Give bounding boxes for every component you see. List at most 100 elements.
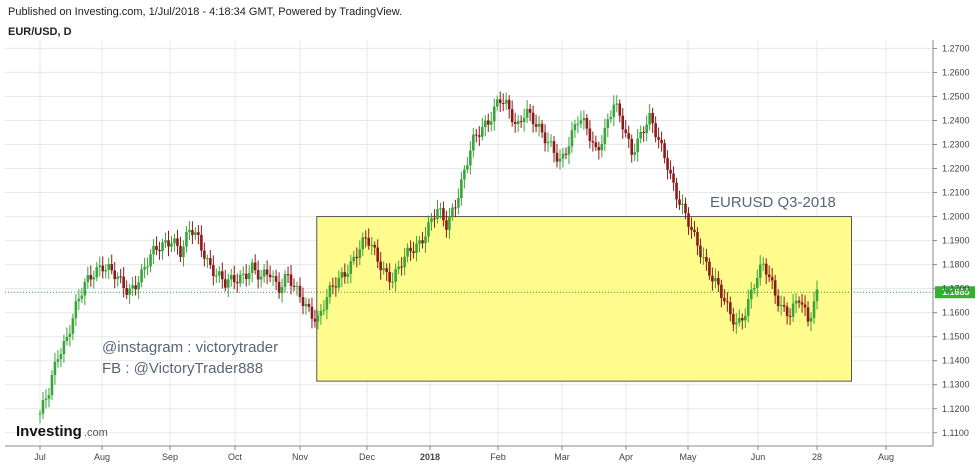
candle-body bbox=[675, 182, 678, 200]
candle-body bbox=[89, 275, 93, 280]
candle-body bbox=[729, 302, 732, 315]
candle-body bbox=[815, 289, 819, 302]
candle-body bbox=[478, 135, 481, 137]
candle-body bbox=[433, 218, 436, 220]
watermark-instagram: @instagram : victorytrader bbox=[102, 339, 278, 356]
candle-body bbox=[355, 256, 359, 259]
candle-body bbox=[690, 226, 693, 230]
candle-body bbox=[131, 285, 134, 289]
candle-body bbox=[669, 169, 672, 174]
candle-body bbox=[597, 147, 601, 151]
candle-body bbox=[651, 112, 654, 124]
candle-body bbox=[472, 134, 475, 151]
candle-body bbox=[200, 234, 203, 251]
candle-body bbox=[95, 267, 99, 278]
candle-body bbox=[594, 142, 598, 148]
candle-body bbox=[415, 243, 418, 254]
candle-body bbox=[50, 375, 54, 396]
candle-body bbox=[466, 165, 469, 170]
candle-body bbox=[301, 297, 305, 307]
last-price-label: 1.1685 bbox=[942, 287, 970, 297]
candle-body bbox=[624, 129, 628, 134]
candle-body bbox=[463, 169, 466, 180]
candle-body bbox=[53, 361, 57, 376]
candle-body bbox=[672, 173, 675, 183]
candle-body bbox=[298, 285, 302, 298]
candle-body bbox=[552, 141, 556, 153]
candle-body bbox=[687, 213, 690, 227]
x-tick-label: Nov bbox=[292, 452, 309, 462]
candle-body bbox=[280, 287, 284, 294]
candle-body bbox=[328, 285, 332, 298]
candle-body bbox=[654, 123, 657, 138]
candle-body bbox=[424, 236, 427, 244]
candle-body bbox=[146, 266, 149, 268]
candle-body bbox=[161, 242, 164, 252]
candle-body bbox=[226, 279, 230, 288]
y-tick-label: 1.1800 bbox=[942, 260, 970, 270]
candle-body bbox=[247, 272, 251, 280]
candle-body bbox=[244, 273, 248, 280]
y-tick-label: 1.1400 bbox=[942, 356, 970, 366]
candle-body bbox=[732, 314, 735, 325]
candle-body bbox=[495, 99, 499, 107]
candle-body bbox=[743, 315, 747, 321]
x-tick-label: May bbox=[679, 452, 697, 462]
candle-body bbox=[268, 274, 272, 278]
candle-body bbox=[286, 274, 290, 276]
candle-body bbox=[657, 137, 660, 140]
x-tick-label: Oct bbox=[228, 452, 243, 462]
candle-body bbox=[218, 271, 221, 276]
candle-body bbox=[352, 256, 356, 262]
candle-body bbox=[498, 99, 502, 104]
candle-body bbox=[277, 281, 281, 294]
candle-body bbox=[645, 124, 648, 134]
candle-body bbox=[639, 131, 642, 139]
candle-body bbox=[738, 318, 741, 323]
candle-body bbox=[705, 257, 708, 262]
candle-body bbox=[331, 285, 335, 287]
candle-body bbox=[220, 271, 224, 280]
candle-body bbox=[585, 118, 589, 129]
axes: 1.2700 1.2600 1.2500 1.2400 1.2300 1.2200 1.21… bbox=[5, 40, 970, 462]
y-tick-label: 1.2100 bbox=[942, 188, 970, 198]
candle-body bbox=[92, 277, 96, 280]
candle-body bbox=[678, 199, 681, 205]
candle-body bbox=[122, 276, 125, 289]
candle-body bbox=[197, 232, 200, 235]
candle-body bbox=[316, 315, 320, 322]
x-tick-label: Apr bbox=[619, 452, 633, 462]
candle-body bbox=[528, 108, 532, 113]
candle-body bbox=[391, 281, 394, 283]
candle-body bbox=[570, 130, 574, 147]
y-tick-label: 1.1100 bbox=[942, 428, 969, 438]
candle-body bbox=[125, 288, 128, 295]
candle-body bbox=[588, 128, 592, 142]
candle-body bbox=[582, 118, 586, 121]
candle-body bbox=[206, 258, 209, 260]
x-tick-label: Aug bbox=[878, 452, 894, 462]
candle-body bbox=[648, 112, 651, 125]
y-tick-label: 1.1900 bbox=[942, 236, 970, 246]
candle-body bbox=[510, 109, 514, 123]
candle-body bbox=[791, 303, 795, 317]
candle-body bbox=[621, 115, 625, 130]
candle-body bbox=[776, 295, 780, 307]
candle-body bbox=[265, 269, 269, 275]
candle-body bbox=[137, 282, 140, 290]
candle-body bbox=[746, 299, 750, 316]
candle-body bbox=[203, 250, 206, 259]
candle-body bbox=[47, 395, 51, 399]
candle-body bbox=[525, 108, 529, 118]
candle-body bbox=[537, 123, 541, 127]
candle-body bbox=[684, 203, 687, 214]
candle-body bbox=[209, 258, 212, 265]
candle-body bbox=[406, 247, 409, 257]
candle-body bbox=[232, 275, 236, 283]
annotations: EURUSD Q3-2018 @instagram : victorytrader… bbox=[102, 194, 836, 377]
candle-body bbox=[513, 122, 517, 124]
candle-body bbox=[71, 318, 75, 334]
candles bbox=[38, 91, 819, 424]
candle-body bbox=[696, 231, 699, 246]
